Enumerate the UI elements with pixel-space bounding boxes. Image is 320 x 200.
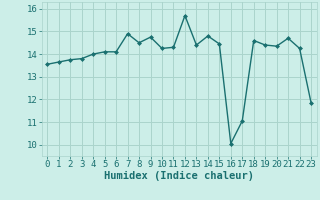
X-axis label: Humidex (Indice chaleur): Humidex (Indice chaleur) [104,171,254,181]
